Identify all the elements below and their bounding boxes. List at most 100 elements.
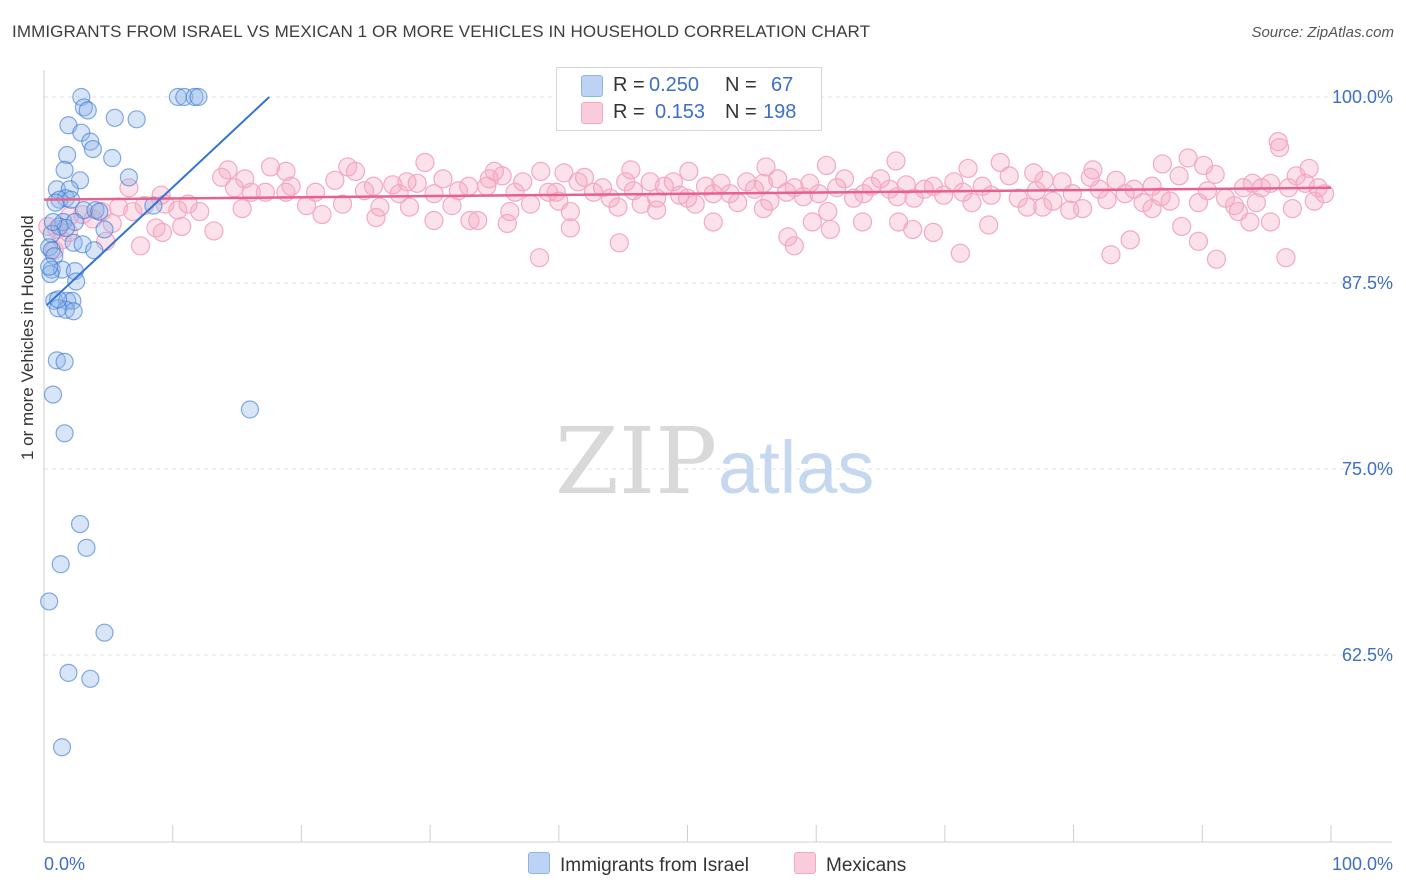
point-mexicans-155 — [1276, 248, 1296, 268]
point-mexicans-112 — [990, 152, 1010, 173]
point-mexicans-158 — [647, 200, 667, 220]
point-israel-53 — [43, 385, 63, 404]
bottom-legend-swatch-mexicans — [794, 852, 816, 874]
point-mexicans-54 — [505, 182, 525, 202]
point-mexicans-27 — [260, 157, 281, 177]
point-mexicans-195 — [549, 191, 569, 211]
point-israel-5 — [185, 87, 204, 107]
point-israel-57 — [77, 538, 96, 557]
point-israel-7 — [105, 108, 124, 127]
point-israel-62 — [81, 669, 100, 688]
point-israel-13 — [58, 145, 77, 165]
bottom-legend-israel: Immigrants from Israel — [528, 852, 749, 877]
point-mexicans-188 — [1024, 163, 1044, 183]
point-israel-60 — [95, 623, 114, 642]
point-mexicans-71 — [640, 172, 660, 192]
point-mexicans-55 — [513, 172, 533, 192]
point-mexicans-199 — [276, 161, 296, 181]
point-mexicans-48 — [459, 176, 479, 196]
legend-swatch-israel — [581, 75, 603, 97]
point-mexicans-167 — [497, 213, 517, 234]
point-mexicans-179 — [1246, 193, 1266, 213]
point-mexicans-65 — [592, 178, 613, 198]
point-israel-2 — [78, 101, 97, 120]
point-israel-55 — [240, 400, 260, 419]
point-mexicans-96 — [843, 188, 864, 208]
point-mexicans-135 — [1197, 181, 1218, 201]
legend-n-label: N = — [725, 74, 757, 96]
point-mexicans-159 — [703, 212, 723, 232]
point-mexicans-173 — [979, 215, 999, 235]
point-mexicans-56 — [520, 194, 541, 214]
point-israel-43 — [67, 272, 86, 291]
point-mexicans-175 — [1060, 200, 1080, 220]
point-mexicans-40 — [389, 184, 409, 204]
point-israel-4 — [175, 87, 194, 107]
y-tick-labels: 62.5% 75.0% 87.5% 100.0% — [1332, 87, 1393, 665]
point-mexicans-93 — [818, 201, 838, 222]
point-mexicans-181 — [1268, 132, 1288, 152]
point-mexicans-191 — [816, 155, 837, 176]
point-mexicans-43 — [415, 152, 435, 173]
point-mexicans-194 — [621, 160, 641, 180]
point-mexicans-33 — [325, 170, 345, 190]
point-israel-58 — [51, 555, 70, 574]
point-mexicans-161 — [923, 222, 943, 243]
point-mexicans-44 — [424, 184, 444, 204]
series-israel-points — [40, 87, 260, 757]
point-mexicans-177 — [1260, 212, 1281, 232]
point-israel-61 — [59, 663, 78, 682]
point-mexicans-202 — [119, 178, 139, 198]
point-mexicans-31 — [305, 182, 326, 202]
point-mexicans-60 — [554, 163, 574, 183]
point-mexicans-196 — [479, 169, 499, 189]
point-mexicans-37 — [363, 176, 384, 196]
point-israel-59 — [40, 592, 59, 611]
legend-n-value-israel: 67 — [771, 74, 794, 96]
point-mexicans-205 — [366, 207, 386, 228]
y-tick-label-2: 87.5% — [1342, 273, 1393, 293]
point-mexicans-124 — [1097, 190, 1117, 210]
point-israel-65 — [40, 257, 59, 276]
point-israel-63 — [52, 738, 72, 757]
legend-box: R = 0.250 N = 67 R = 0.153 N = 198 — [556, 67, 822, 131]
point-mexicans-109 — [962, 193, 982, 213]
point-mexicans-185 — [1193, 155, 1214, 176]
point-mexicans-82 — [728, 193, 748, 213]
point-israel-52 — [55, 352, 74, 371]
point-mexicans-53 — [500, 201, 520, 222]
point-mexicans-172 — [888, 212, 909, 232]
x-tick-label-0: 0.0% — [44, 854, 85, 874]
point-israel-11 — [81, 132, 100, 151]
legend-swatch-mexicans — [581, 102, 603, 124]
point-mexicans-143 — [1269, 137, 1290, 158]
watermark-zip: ZIP — [555, 408, 717, 515]
point-mexicans-132 — [1169, 166, 1189, 186]
point-mexicans-113 — [999, 166, 1019, 186]
point-israel-17 — [70, 171, 90, 190]
bottom-legend-label-israel: Immigrants from Israel — [560, 855, 749, 876]
point-israel-14 — [103, 148, 122, 168]
point-mexicans-166 — [460, 210, 480, 231]
point-mexicans-118 — [1043, 191, 1063, 211]
x-tick-label-1: 100.0% — [1332, 854, 1393, 874]
point-israel-54 — [55, 424, 74, 443]
point-mexicans-164 — [778, 227, 798, 247]
point-mexicans-16 — [190, 201, 210, 222]
point-israel-31 — [95, 220, 114, 239]
point-israel-16 — [119, 168, 139, 187]
point-mexicans-170 — [802, 212, 822, 232]
point-israel-66 — [49, 290, 68, 309]
point-mexicans-87 — [767, 169, 788, 189]
point-mexicans-57 — [531, 161, 551, 181]
point-israel-12 — [83, 139, 103, 159]
point-mexicans-83 — [737, 172, 757, 192]
point-mexicans-200 — [212, 167, 232, 187]
point-mexicans-38 — [370, 197, 390, 217]
watermark: ZIP atlas — [555, 408, 874, 515]
point-israel-42 — [41, 264, 60, 284]
point-mexicans-190 — [886, 151, 906, 171]
chart-title: IMMIGRANTS FROM ISRAEL VS MEXICAN 1 OR M… — [12, 22, 871, 41]
point-mexicans-193 — [679, 161, 699, 181]
point-mexicans-22 — [218, 160, 238, 180]
